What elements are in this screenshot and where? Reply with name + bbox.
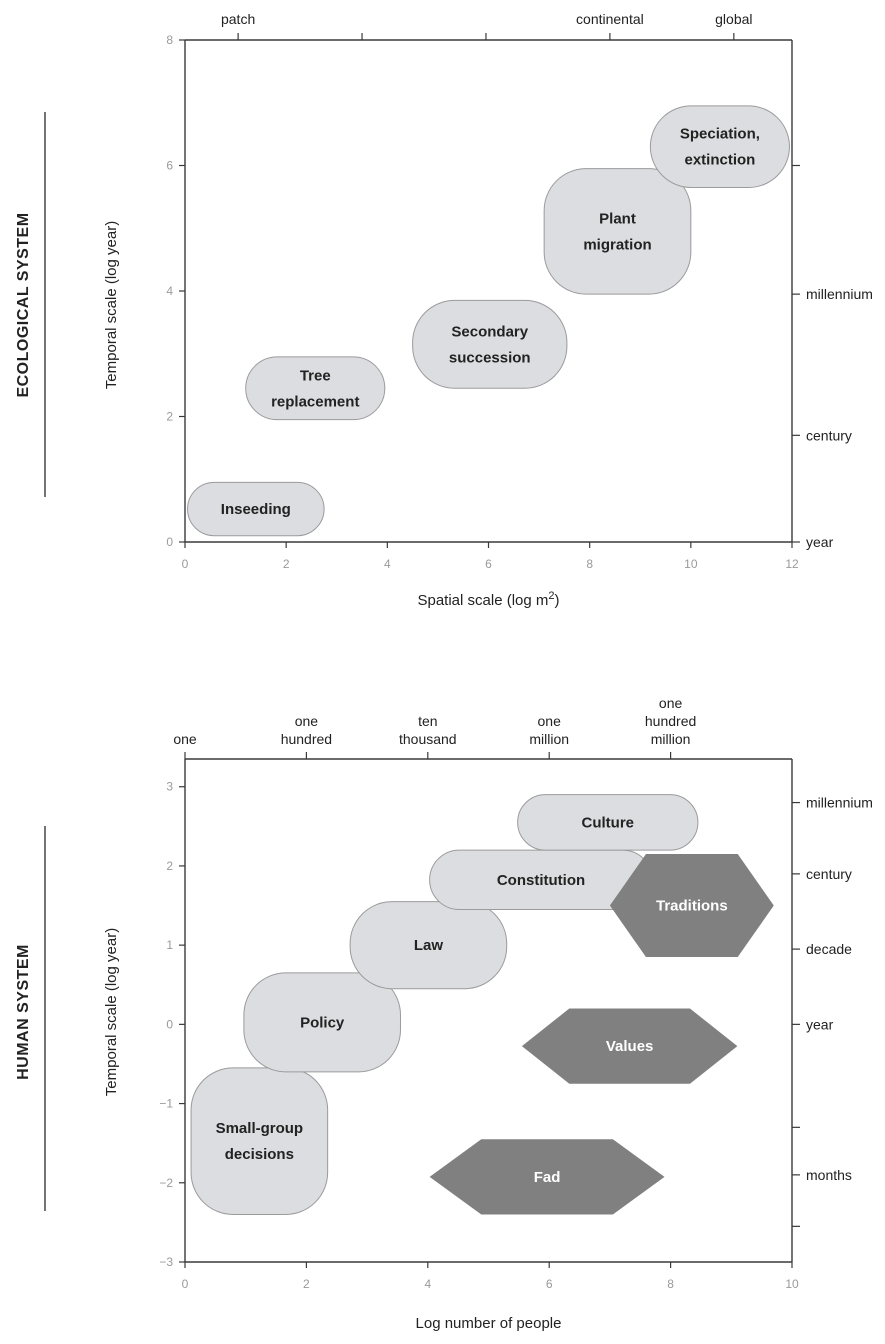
x-tick-label: 10 (684, 557, 698, 571)
y-tick-label: −1 (159, 1097, 173, 1111)
y-tick-label: 0 (166, 1017, 173, 1031)
y-tick-label: 8 (166, 33, 173, 47)
right-axis-label: century (806, 427, 852, 443)
region-label: extinction (684, 152, 755, 169)
top-axis-label: one (538, 713, 562, 729)
system-label: ECOLOGICAL SYSTEM (15, 212, 32, 397)
top-axis-label: million (651, 731, 691, 747)
region-law (349, 901, 508, 990)
right-axis-label: year (806, 1016, 834, 1032)
region-speciation-extinction (649, 105, 790, 188)
x-tick-label: 8 (586, 557, 593, 571)
x-tick-label: 10 (785, 1277, 799, 1291)
region-tree-replacement (245, 356, 386, 421)
region-small-group-decisions (190, 1067, 329, 1215)
x-tick-label: 0 (182, 557, 189, 571)
y-tick-label: 6 (166, 159, 173, 173)
region-label: succession (449, 349, 531, 366)
top-axis-label: patch (221, 11, 255, 27)
x-tick-label: 2 (283, 557, 290, 571)
right-axis-label: millennium (806, 795, 873, 811)
y-axis-title: Temporal scale (log year) (103, 221, 120, 389)
region-label: Secondary (451, 323, 528, 340)
region-label: Policy (300, 1014, 345, 1031)
x-tick-label: 4 (424, 1277, 431, 1291)
right-axis-label: millennium (806, 286, 873, 302)
region-label: Inseeding (221, 501, 291, 518)
x-tick-label: 6 (485, 557, 492, 571)
y-tick-label: −3 (159, 1255, 173, 1269)
x-tick-label: 0 (182, 1277, 189, 1291)
right-axis-label: year (806, 534, 834, 550)
region-label: Plant (599, 210, 636, 227)
y-tick-label: 3 (166, 780, 173, 794)
top-axis-label: thousand (399, 731, 457, 747)
top-axis-label: one (659, 695, 683, 711)
region-secondary-succession (412, 299, 568, 389)
region-fad (429, 1139, 665, 1215)
x-tick-label: 4 (384, 557, 391, 571)
top-axis-label: one (173, 731, 197, 747)
top-axis-label: continental (576, 11, 644, 27)
y-axis-title: Temporal scale (log year) (103, 928, 120, 1096)
top-axis-label: ten (418, 713, 437, 729)
top-axis-label: hundred (281, 731, 332, 747)
human-panel: HUMAN SYSTEM Temporal scale (log year) Log… (15, 695, 873, 1332)
x-tick-label: 6 (546, 1277, 553, 1291)
region-values (521, 1008, 738, 1084)
x-axis-title: Spatial scale (log m2) (417, 590, 559, 609)
system-label: HUMAN SYSTEM (15, 944, 32, 1080)
top-axis-label: million (529, 731, 569, 747)
right-axis-label: century (806, 866, 852, 882)
region-label: Tree (300, 367, 331, 384)
top-axis-label: one (295, 713, 319, 729)
y-tick-label: 0 (166, 535, 173, 549)
ecological-panel: ECOLOGICAL SYSTEM Temporal scale (log yea… (15, 11, 873, 609)
region-label: replacement (271, 393, 359, 410)
x-tick-label: 12 (785, 557, 799, 571)
right-axis-label: decade (806, 941, 852, 957)
y-tick-label: 2 (166, 859, 173, 873)
region-plant-migration (543, 168, 692, 295)
region-label: Small-group (216, 1120, 304, 1137)
region-label: Traditions (656, 898, 728, 915)
y-tick-label: 4 (166, 284, 173, 298)
y-tick-label: −2 (159, 1176, 173, 1190)
region-label: Speciation, (680, 126, 760, 143)
region-traditions (609, 854, 774, 958)
region-culture (517, 794, 699, 851)
top-axis-label: global (715, 11, 752, 27)
x-tick-label: 8 (667, 1277, 674, 1291)
x-tick-label: 2 (303, 1277, 310, 1291)
x-axis-title: Log number of people (416, 1315, 562, 1332)
top-axis-label: hundred (645, 713, 696, 729)
y-tick-label: 1 (166, 938, 173, 952)
y-tick-label: 2 (166, 410, 173, 424)
region-label: Fad (534, 1169, 561, 1186)
region-label: Law (414, 937, 444, 954)
region-label: migration (583, 236, 651, 253)
region-label: Culture (582, 814, 635, 831)
region-policy (243, 972, 401, 1073)
region-label: Constitution (497, 872, 585, 889)
region-inseeding (187, 481, 325, 537)
right-axis-label: months (806, 1167, 852, 1183)
region-label: decisions (225, 1146, 294, 1163)
region-label: Values (606, 1038, 654, 1055)
